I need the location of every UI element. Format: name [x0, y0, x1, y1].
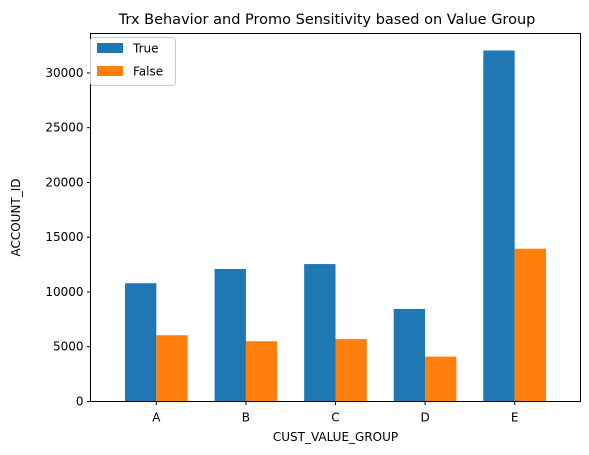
y-tick-label: 30000	[45, 66, 83, 80]
bar-true-d	[393, 308, 426, 402]
bar-true-c	[304, 264, 336, 402]
bar-true-e	[483, 50, 515, 402]
y-tick-label: 20000	[45, 175, 83, 189]
x-tick-label: B	[242, 411, 250, 425]
x-axis-ticks: A B C D E	[152, 401, 519, 425]
x-tick-label: C	[331, 411, 339, 425]
bar-true-b	[214, 268, 246, 402]
bar-false-b	[245, 341, 278, 402]
chart-title: Trx Behavior and Promo Sensitivity based…	[118, 12, 536, 28]
bar-false-a	[156, 335, 188, 402]
y-axis-label: ACCOUNT_ID	[9, 178, 23, 256]
plot-area-frame	[90, 33, 581, 402]
x-tick-label: A	[152, 411, 161, 425]
bar-true-a	[124, 283, 157, 402]
y-tick-label: 10000	[45, 285, 83, 299]
x-axis-label: CUST_VALUE_GROUP	[273, 430, 398, 444]
y-tick-label: 5000	[53, 340, 84, 354]
y-tick-label: 0	[76, 395, 84, 409]
legend: True False	[90, 37, 176, 86]
x-tick-label: D	[420, 411, 429, 425]
y-axis-ticks: 0 5000 10000 15000 20000 25000 30000	[45, 66, 91, 409]
legend-swatch-false	[97, 66, 123, 76]
bar-false-c	[335, 339, 367, 402]
bar-false-e	[514, 248, 547, 402]
legend-label-false: False	[133, 65, 163, 79]
x-tick-label: E	[511, 411, 519, 425]
y-tick-label: 15000	[45, 230, 83, 244]
y-tick-label: 25000	[45, 121, 83, 135]
bars-group	[124, 50, 547, 402]
bar-false-d	[425, 356, 457, 402]
legend-label-true: True	[132, 42, 159, 56]
legend-swatch-true	[97, 43, 123, 53]
